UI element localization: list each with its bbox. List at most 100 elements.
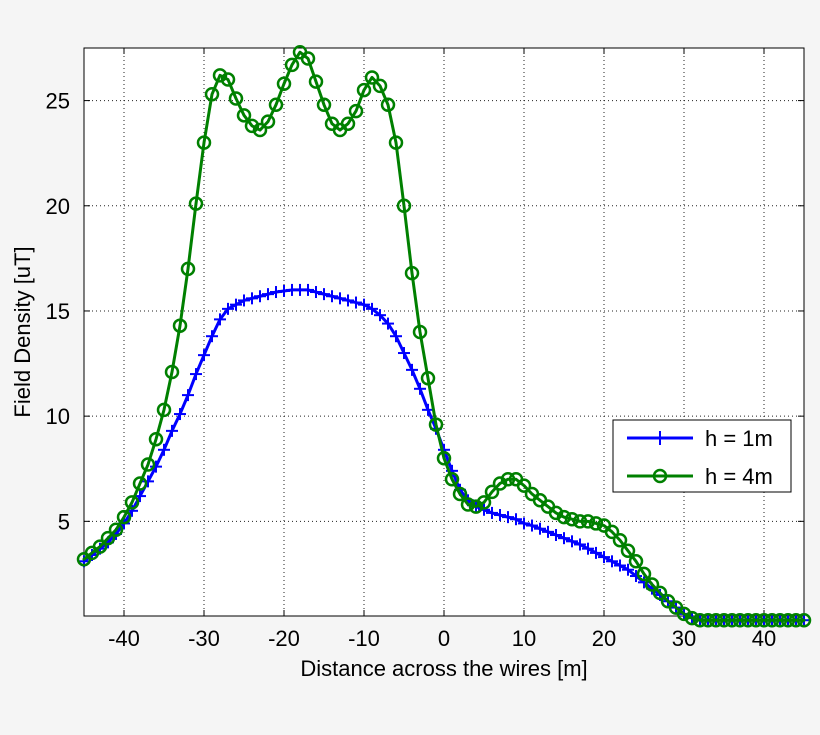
data-point-h1 [502, 511, 514, 524]
data-point-h4 [636, 566, 652, 582]
data-point-h4 [620, 543, 636, 559]
data-point-h4 [764, 612, 780, 628]
data-point-h1 [142, 475, 154, 488]
data-point-h1 [542, 525, 554, 538]
data-point-h1 [550, 529, 562, 542]
data-point-h4 [772, 612, 788, 628]
data-point-h1 [590, 546, 602, 559]
data-point-h4 [492, 476, 508, 491]
data-point-h4 [476, 495, 492, 510]
x-tick-label: 40 [752, 626, 776, 651]
data-point-h4 [268, 97, 284, 113]
data-point-h4 [372, 78, 388, 94]
legend-label-h1: h = 1m [705, 426, 773, 451]
data-point-h4 [724, 612, 740, 628]
data-point-h4 [316, 97, 332, 113]
data-point-h1 [302, 283, 314, 296]
data-point-h1 [486, 506, 498, 519]
data-point-h4 [188, 196, 204, 211]
y-tick-label: 25 [46, 89, 70, 114]
data-point-h1 [334, 292, 346, 305]
tick-layer [84, 48, 804, 616]
data-point-h1 [398, 347, 410, 360]
data-point-h1 [366, 302, 378, 315]
data-point-h1 [254, 290, 266, 303]
y-tick-label: 10 [46, 404, 70, 429]
data-point-h1 [278, 284, 290, 297]
data-point-h4 [796, 612, 812, 628]
data-point-h4 [284, 57, 300, 73]
data-point-h4 [180, 261, 196, 277]
data-point-h4 [164, 364, 180, 380]
data-point-h1 [174, 408, 186, 421]
x-tick-label: -40 [108, 626, 140, 651]
series-layer [76, 44, 812, 628]
y-tick-label: 15 [46, 299, 70, 324]
data-point-h4 [732, 612, 748, 628]
data-point-h1 [230, 298, 242, 311]
data-point-h4 [788, 612, 804, 628]
data-point-h1 [406, 363, 418, 376]
data-point-h1 [350, 296, 362, 309]
y-tick-label: 20 [46, 194, 70, 219]
data-point-h1 [614, 559, 626, 572]
data-point-h1 [606, 555, 618, 568]
data-point-h1 [238, 294, 250, 307]
data-point-h1 [566, 535, 578, 548]
legend: h = 1m h = 4m [612, 419, 792, 493]
data-point-h4 [148, 432, 164, 447]
data-point-h1 [358, 298, 370, 311]
data-point-h1 [166, 424, 178, 437]
data-point-h4 [604, 524, 620, 540]
data-point-h1 [222, 302, 234, 315]
data-point-h4 [580, 514, 596, 529]
x-tick-label: 30 [672, 626, 696, 651]
data-point-h4 [716, 612, 732, 628]
data-point-h1 [342, 294, 354, 307]
data-point-h4 [676, 606, 692, 622]
data-point-h4 [388, 135, 404, 150]
data-point-h1 [182, 389, 194, 402]
data-point-h1 [326, 290, 338, 303]
data-point-h1 [206, 330, 218, 343]
data-point-h4 [516, 478, 532, 493]
data-point-h4 [420, 371, 436, 386]
data-point-h1 [510, 513, 522, 526]
data-point-h1 [558, 532, 570, 545]
x-axis-label: Distance across the wires [m] [300, 656, 587, 681]
data-point-h4 [628, 554, 644, 569]
data-point-h1 [310, 286, 322, 299]
data-point-h4 [612, 533, 628, 548]
x-tick-label: 20 [592, 626, 616, 651]
data-point-h4 [740, 612, 756, 628]
data-point-h4 [172, 318, 188, 333]
data-point-h4 [404, 265, 420, 281]
data-point-h4 [548, 505, 564, 521]
data-point-h4 [132, 476, 148, 491]
data-point-h4 [364, 70, 380, 85]
data-point-h4 [588, 516, 604, 531]
data-point-h1 [582, 542, 594, 555]
data-point-h1 [382, 317, 394, 330]
data-point-h1 [262, 288, 274, 301]
data-point-h4 [484, 484, 500, 500]
data-point-h4 [756, 612, 772, 628]
data-point-h4 [260, 114, 276, 129]
data-point-h1 [622, 563, 634, 576]
data-point-h4 [140, 457, 156, 472]
data-point-h4 [700, 612, 716, 628]
data-point-h4 [252, 122, 268, 138]
data-point-h4 [572, 514, 588, 529]
data-point-h1 [630, 570, 642, 583]
data-point-h4 [428, 417, 444, 432]
legend-marker-h4 [652, 468, 668, 484]
data-point-h1 [526, 519, 538, 532]
data-point-h1 [158, 443, 170, 456]
data-point-h4 [452, 486, 468, 502]
tick-label-layer: -40 -30 -20 -10 0 10 20 30 40 5 10 15 20 25 [46, 89, 777, 651]
data-point-h4 [436, 450, 452, 466]
data-point-h1 [318, 288, 330, 301]
data-point-h4 [92, 539, 108, 554]
legend-box [612, 419, 792, 493]
data-point-h1 [190, 368, 202, 381]
